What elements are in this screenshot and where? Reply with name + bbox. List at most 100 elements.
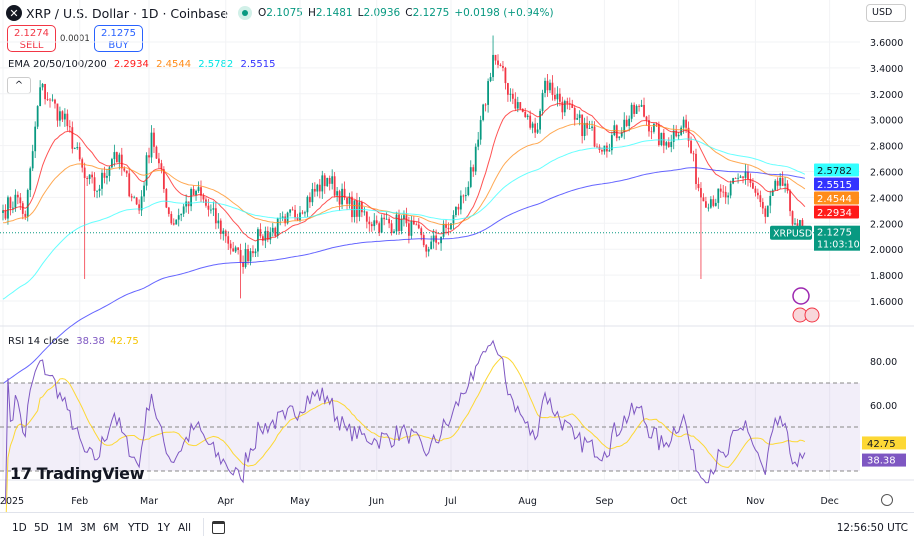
candle-body (68, 126, 71, 128)
candle-body (4, 210, 7, 219)
candle-body (39, 87, 42, 107)
ohlc-open: O2.1075 (257, 7, 303, 19)
currency-select[interactable]: USD (866, 4, 906, 22)
rsi-legend[interactable]: RSI 14 close 38.38 42.75 (8, 336, 139, 347)
candle-body (289, 209, 291, 213)
range-button-1d[interactable]: 1D (12, 522, 27, 534)
candle-body (759, 195, 762, 203)
candle-body (690, 140, 692, 154)
ohlc-high: H2.1481 (307, 7, 353, 19)
candle-body (576, 118, 579, 120)
candle-body (494, 54, 497, 61)
candle-body (455, 206, 457, 216)
candle-body (628, 118, 631, 126)
candle-body (229, 243, 232, 249)
candle-body (29, 168, 32, 191)
candle-body (145, 155, 148, 186)
range-button-6m[interactable]: 6M (103, 522, 119, 534)
candle-body (51, 99, 54, 101)
candle-body (148, 155, 150, 158)
range-button-1y[interactable]: 1Y (157, 522, 171, 534)
candle-body (383, 217, 386, 220)
candle-body (123, 168, 126, 171)
candle-body (477, 139, 480, 147)
range-button-5d[interactable]: 5D (34, 522, 49, 534)
candle-body (633, 104, 636, 114)
candle-body (88, 174, 91, 179)
range-button-all[interactable]: All (178, 522, 192, 534)
candle-body (442, 223, 445, 237)
candle-body (210, 209, 212, 211)
candle-body (551, 82, 554, 95)
go-to-date-icon[interactable] (212, 521, 225, 534)
candle-body (336, 191, 339, 196)
candle-body (447, 227, 450, 230)
candle-body (182, 206, 185, 214)
buy-button[interactable]: 2.1275 BUY (94, 25, 143, 52)
range-button-ytd[interactable]: YTD (128, 522, 149, 534)
price-chart[interactable]: 3.6000 3.4000 3.2000 3.0000 2.8000 2.6000 2.40… (0, 0, 914, 512)
symbol-title[interactable]: XRP / U.S. Dollar · 1D · Coinbase (26, 5, 228, 21)
candle-body (91, 174, 93, 178)
candle-body (450, 223, 452, 230)
candle-body (756, 192, 759, 196)
ema20-badge-text: 2.2934 (817, 208, 852, 219)
ema200-badge (814, 177, 859, 191)
ema-legend[interactable]: EMA 20/50/100/200 2.2934 2.4544 2.5782 2… (8, 59, 276, 70)
clock[interactable]: 12:56:50 UTC (836, 522, 908, 534)
candle-body (212, 208, 215, 210)
ema100-badge-text: 2.5782 (817, 166, 852, 177)
candle-body (650, 131, 653, 133)
candle-body (427, 249, 430, 252)
candle-body (301, 212, 304, 214)
candle-body (16, 194, 19, 198)
time-axis-settings-icon[interactable] (881, 494, 893, 506)
candle-body (318, 184, 321, 192)
sell-button[interactable]: 2.1274 SELL (7, 25, 56, 52)
candle-body (113, 152, 116, 160)
price-axis-label: 2.8000 (870, 142, 903, 153)
candle-body (563, 101, 566, 113)
candle-body (135, 197, 138, 205)
candle-body (546, 80, 549, 91)
candle-body (400, 219, 403, 231)
candle-body (509, 93, 512, 95)
ema50-badge (814, 191, 859, 205)
candle-body (294, 209, 296, 218)
candle-body (705, 201, 707, 208)
candle-body (143, 185, 145, 197)
range-button-3m[interactable]: 3M (80, 522, 96, 534)
rsi-axis-label: 60.00 (870, 401, 897, 412)
candle-body (167, 207, 170, 214)
candle-body (31, 151, 34, 169)
ema200-value: 2.5515 (240, 59, 276, 70)
tradingview-logo[interactable]: 17 TradingView (10, 464, 145, 483)
candle-body (514, 98, 517, 109)
candle-body (791, 211, 794, 225)
candle-body (353, 200, 356, 218)
candle-body (774, 180, 777, 191)
candle-body (672, 130, 675, 142)
candle-body (660, 132, 663, 146)
candle-body (437, 242, 440, 244)
candle-body (140, 196, 143, 211)
time-axis-label: Aug (518, 496, 537, 507)
candle-body (125, 170, 128, 174)
candle-body (531, 123, 534, 128)
candle-body (596, 146, 598, 148)
candle-body (281, 216, 284, 218)
candle-body (133, 197, 136, 199)
ema20-value: 2.2934 (113, 59, 149, 70)
candle-body (162, 169, 165, 189)
candle-body (415, 224, 418, 226)
candle-body (338, 191, 341, 205)
range-button-1m[interactable]: 1M (57, 522, 73, 534)
candle-body (395, 214, 398, 232)
candle-body (12, 207, 14, 209)
candle-body (615, 125, 618, 139)
price-axis-label: 1.6000 (870, 297, 903, 308)
candle-body (734, 178, 737, 179)
candle-body (487, 81, 489, 105)
time-axis-label: Feb (71, 496, 89, 507)
candle-body (150, 132, 153, 158)
